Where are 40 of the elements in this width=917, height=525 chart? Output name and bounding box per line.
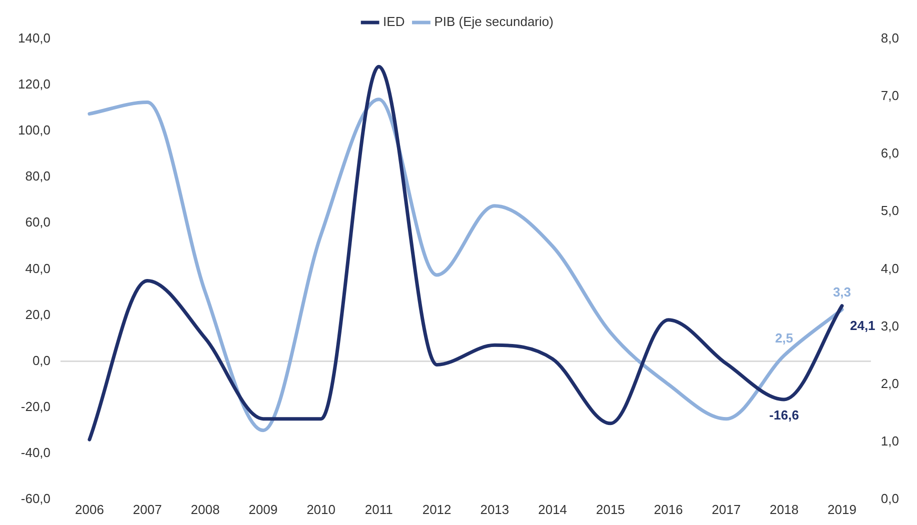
y2-tick-label: 5,0 bbox=[880, 203, 900, 218]
y-tick-label: -40,0 bbox=[20, 444, 51, 460]
x-tick-label: 2011 bbox=[364, 502, 393, 517]
x-tick-label: 2016 bbox=[654, 502, 683, 517]
y-tick-label: 20,0 bbox=[25, 306, 51, 322]
x-tick-label: 2013 bbox=[480, 502, 510, 517]
x-tick-label: 2007 bbox=[132, 502, 162, 517]
y2-tick-label: 2,0 bbox=[880, 376, 900, 391]
x-tick-label: 2008 bbox=[190, 502, 220, 517]
y-tick-label: 140,0 bbox=[18, 30, 51, 46]
x-tick-label: 2009 bbox=[248, 502, 278, 517]
data-label: 2,5 bbox=[775, 330, 794, 346]
x-tick-label: 2015 bbox=[596, 502, 625, 517]
x-tick-label: 2018 bbox=[770, 502, 799, 517]
data-label: 3,3 bbox=[832, 284, 852, 300]
data-label: -16,6 bbox=[769, 408, 799, 423]
y-tick-label: -20,0 bbox=[20, 398, 51, 414]
y-tick-label: 100,0 bbox=[18, 122, 51, 138]
y-tick-label: 80,0 bbox=[25, 168, 51, 184]
x-tick-label: 2019 bbox=[828, 502, 856, 517]
y2-tick-label: 4,0 bbox=[880, 260, 900, 276]
y2-tick-label: 0,0 bbox=[880, 490, 900, 506]
x-tick-label: 2014 bbox=[538, 502, 568, 517]
x-tick-label: 2006 bbox=[75, 502, 104, 517]
y2-tick-label: 7,0 bbox=[880, 88, 900, 104]
x-tick-label: 2017 bbox=[712, 502, 741, 517]
y-tick-label: -60,0 bbox=[20, 490, 51, 506]
y2-tick-label: 8,0 bbox=[880, 30, 900, 46]
y-tick-label: 60,0 bbox=[25, 214, 51, 230]
x-tick-label: 2010 bbox=[306, 502, 336, 517]
legend-label: PIB (Eje secundario) bbox=[434, 14, 554, 30]
y2-tick-label: 1,0 bbox=[880, 433, 900, 448]
y-tick-label: 40,0 bbox=[25, 260, 51, 276]
y2-tick-label: 6,0 bbox=[880, 146, 900, 161]
data-label: 24,1 bbox=[850, 318, 876, 333]
x-tick-label: 2012 bbox=[422, 502, 452, 517]
y2-tick-label: 3,0 bbox=[880, 318, 900, 334]
y-tick-label: 0,0 bbox=[32, 352, 51, 368]
legend-label: IED bbox=[383, 14, 405, 30]
y-tick-label: 120,0 bbox=[18, 76, 51, 92]
